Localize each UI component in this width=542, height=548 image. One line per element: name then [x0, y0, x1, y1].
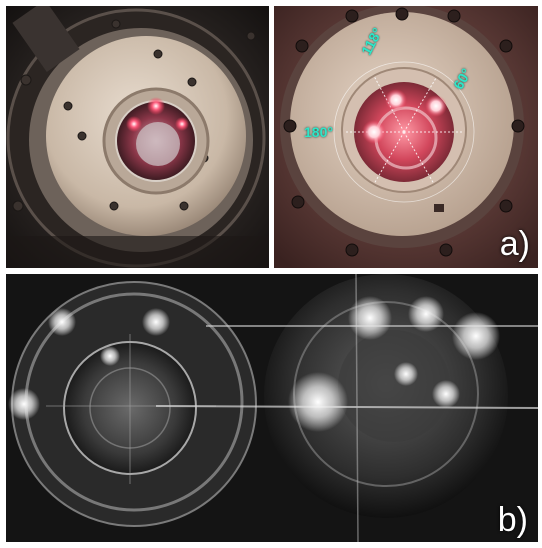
apparatus-side-drawing — [6, 6, 269, 268]
panel-label-a: a) — [499, 225, 530, 263]
panel-label-b: b) — [497, 501, 528, 539]
angle-label-180: 180° — [304, 124, 333, 140]
image-grayscale-scan: b) — [6, 274, 538, 542]
apparatus-front-drawing — [274, 6, 538, 268]
photo-apparatus-front: 118° 60° 180° a) — [274, 6, 538, 268]
grayscale-scan-drawing — [6, 274, 538, 542]
photo-apparatus-side — [6, 6, 269, 268]
